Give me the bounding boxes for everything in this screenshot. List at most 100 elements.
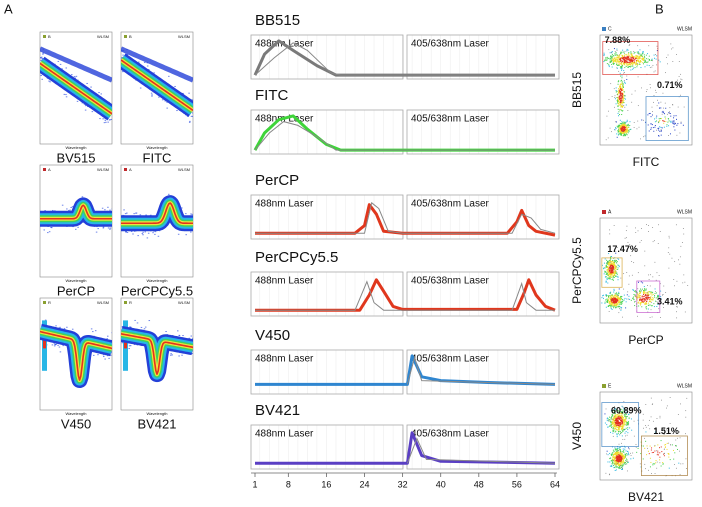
event-dot (633, 262, 635, 264)
density-band (40, 204, 112, 220)
density-speck (177, 330, 179, 332)
event-dot (610, 420, 612, 422)
event-dot (643, 290, 645, 292)
event-dot (617, 453, 619, 455)
laser-label: 488nm Laser (255, 429, 314, 440)
event-dot (678, 76, 680, 77)
event-dot (620, 131, 622, 133)
event-dot (660, 129, 662, 131)
event-dot (617, 99, 619, 101)
event-dot (619, 72, 621, 74)
event-dot (619, 423, 621, 425)
event-dot (627, 423, 629, 425)
event-dot (625, 461, 627, 463)
event-dot (625, 62, 627, 64)
density-speck (106, 335, 109, 337)
event-dot (615, 262, 617, 264)
event-dot (621, 459, 623, 461)
event-dot (657, 444, 659, 446)
event-dot (636, 451, 638, 453)
event-dot (617, 455, 619, 457)
event-dot (618, 456, 620, 458)
event-dot (628, 414, 630, 416)
event-dot (647, 295, 649, 297)
axis-label: Wavelength (147, 145, 168, 150)
event-dot (616, 429, 618, 431)
event-dot (612, 423, 614, 425)
event-dot (638, 53, 640, 55)
event-dot (621, 87, 623, 89)
event-dot (612, 301, 614, 303)
event-dot (649, 457, 651, 459)
event-dot (641, 56, 643, 58)
event-dot (608, 63, 610, 65)
event-dot (612, 270, 614, 272)
event-dot (608, 277, 610, 279)
event-dot (607, 295, 609, 297)
event-dot (616, 462, 618, 464)
density-speck (123, 209, 125, 211)
event-dot (613, 274, 615, 276)
axis-label: Wavelength (147, 411, 168, 416)
event-dot (607, 277, 609, 279)
event-dot (623, 132, 625, 134)
event-dot (612, 265, 614, 267)
event-dot (616, 67, 618, 69)
event-dot (680, 245, 682, 247)
density-speck (174, 85, 176, 87)
panel-frame (250, 349, 404, 395)
event-dot (637, 281, 639, 283)
plot-name: V450 (61, 416, 91, 431)
event-dot (608, 253, 610, 255)
event-dot (629, 121, 631, 123)
event-dot (613, 459, 615, 461)
event-dot (642, 57, 644, 59)
laser-label: 488nm Laser (255, 199, 314, 210)
event-dot (618, 466, 620, 468)
event-dot (611, 415, 613, 417)
event-dot (615, 426, 617, 428)
density-speck (49, 81, 51, 83)
event-dot (644, 300, 646, 302)
event-dot (621, 468, 623, 470)
event-dot (624, 57, 626, 59)
event-dot (619, 128, 621, 130)
event-dot (611, 266, 613, 268)
event-dot (617, 295, 619, 297)
x-tick-label: 24 (360, 479, 370, 489)
event-dot (616, 133, 618, 135)
density-speck (147, 232, 150, 234)
event-dot (623, 55, 625, 57)
event-dot (622, 417, 624, 419)
event-dot (674, 452, 676, 454)
event-dot (612, 461, 614, 463)
event-dot (606, 262, 608, 263)
event-dot (610, 294, 612, 296)
event-dot (670, 115, 672, 117)
event-dot (608, 57, 610, 59)
event-dot (655, 462, 657, 464)
event-dot (618, 80, 620, 82)
event-dot (674, 261, 676, 263)
event-dot (614, 424, 616, 426)
event-dot (672, 449, 674, 451)
event-dot (669, 107, 671, 109)
event-dot (615, 61, 617, 63)
event-dot (614, 98, 616, 100)
event-dot (631, 261, 633, 262)
event-dot (636, 51, 638, 53)
event-dot (624, 127, 626, 129)
event-dot (614, 273, 616, 275)
event-dot (625, 301, 627, 303)
event-dot (610, 425, 612, 427)
event-dot (630, 66, 632, 68)
density-speck (107, 121, 109, 123)
event-dot (615, 420, 617, 422)
event-dot (649, 67, 651, 69)
event-dot (617, 94, 619, 96)
event-dot (606, 57, 608, 59)
density-speck (171, 354, 174, 356)
event-dot (608, 305, 610, 307)
event-dot (662, 462, 664, 464)
event-dot (630, 255, 632, 257)
